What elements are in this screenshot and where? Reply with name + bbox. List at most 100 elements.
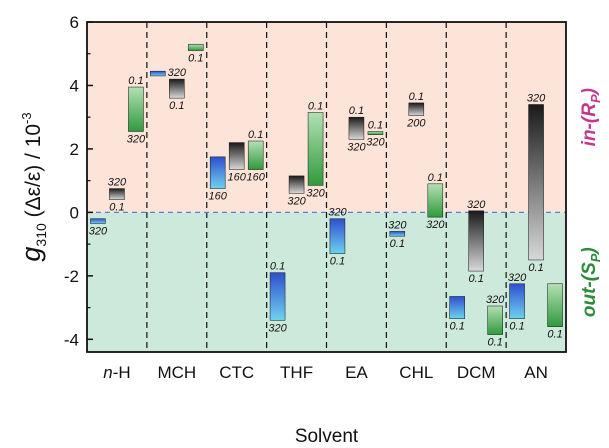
- bar-bottom-label: 0.1: [450, 321, 465, 333]
- negative-label-rest: -(S: [579, 262, 600, 288]
- bar-top-label: 0.1: [308, 100, 323, 112]
- category-dividers: [146, 22, 507, 352]
- y-tick-label: 2: [70, 140, 79, 159]
- bar-top-label: 0.1: [409, 91, 424, 103]
- bar-bottom-label: 160: [209, 191, 228, 203]
- y-axis-label-main: g: [16, 247, 46, 262]
- range-bar: [329, 218, 346, 254]
- y-axis-label: g310 (Δε/ε) / 10-3: [16, 112, 49, 261]
- range-bar: [288, 175, 305, 194]
- range-bar: [169, 78, 185, 99]
- range-bar: [367, 131, 384, 135]
- y-axis-label-rest: (Δε/ε) / 10: [22, 124, 45, 223]
- positive-label-end: ): [579, 88, 600, 96]
- bar-bottom-label: 0.1: [390, 238, 405, 250]
- negative-label-italic: out: [579, 287, 600, 317]
- bar-top-label: 320: [328, 207, 347, 219]
- x-category-label: MCH: [157, 363, 196, 382]
- y-tick-label: 0: [70, 203, 79, 222]
- x-category-label: THF: [280, 363, 313, 382]
- range-bar: [468, 210, 484, 272]
- x-category-label: n-H: [103, 363, 130, 382]
- x-category-label: AN: [524, 363, 548, 382]
- range-bar: [90, 218, 106, 224]
- bar-bottom-label: 320: [366, 137, 385, 149]
- bar-bottom-label: 320: [306, 187, 325, 199]
- bar-bottom-label: 160: [247, 172, 266, 184]
- bar-bottom-label: 0.1: [169, 100, 184, 112]
- x-axis: n-H MCH CTC THF EA CHL DCM AN: [103, 363, 548, 382]
- range-bar: [449, 296, 465, 319]
- x-category-label: CTC: [219, 363, 254, 382]
- bar-top-label: 320: [527, 93, 546, 105]
- bar-bottom-label: 320: [426, 219, 445, 231]
- range-bar: [528, 104, 544, 261]
- bar-top-label: 320: [108, 177, 127, 189]
- negative-label-sub: P: [588, 253, 603, 262]
- bar-top-label: 320: [168, 67, 187, 79]
- positive-label-rest: -(R: [579, 103, 600, 130]
- bars-group: [90, 43, 563, 335]
- range-bar: [228, 142, 245, 170]
- range-bar: [487, 305, 503, 335]
- positive-label-sub: P: [588, 94, 603, 103]
- bar-top-label: 0.1: [368, 119, 383, 131]
- bar-bottom-label: 160: [228, 172, 247, 184]
- bar-top-label: 0.1: [128, 75, 143, 87]
- y-tick-label: -4: [64, 330, 79, 349]
- range-bar: [427, 183, 444, 218]
- x-category-label: DCM: [457, 363, 496, 382]
- bar-bottom-label: 200: [406, 118, 426, 130]
- bar-top-label: 320: [467, 199, 486, 211]
- bar-top-label: 0.1: [349, 105, 364, 117]
- bar-bottom-label: 0.1: [109, 202, 124, 214]
- range-bar: [247, 140, 264, 170]
- range-bar: [188, 43, 204, 51]
- plot-frame: [86, 21, 567, 353]
- range-bar: [389, 231, 406, 237]
- range-bar: [209, 156, 226, 189]
- y-tick-label: 4: [70, 76, 79, 95]
- y-tick-label: -2: [64, 267, 79, 286]
- bar-bottom-label: 320: [347, 141, 366, 153]
- range-bar: [150, 70, 166, 77]
- bar-bottom-label: 0.1: [509, 321, 524, 333]
- bar-top-label: 320: [508, 272, 527, 284]
- y-tick-label: 6: [70, 13, 79, 32]
- range-bar: [109, 188, 125, 200]
- positive-label-italic: in: [579, 129, 600, 146]
- range-bar: [348, 116, 365, 140]
- bar-bottom-label: 0.1: [488, 337, 503, 349]
- bar-top-label: 0.1: [248, 129, 263, 141]
- range-bar: [408, 102, 425, 116]
- y-axis: -4 -2 0 2 4 6: [64, 13, 93, 349]
- range-bar: [547, 283, 563, 327]
- bar-bottom-label: 0.1: [188, 53, 203, 65]
- x-category-label: EA: [345, 363, 368, 382]
- negative-region-label: out-(SP): [579, 247, 603, 317]
- bar-bottom-label: 320: [287, 195, 306, 207]
- x-axis-label: Solvent: [295, 426, 359, 447]
- bar-bottom-label: 0.1: [469, 273, 484, 285]
- bar-top-label: 320: [388, 219, 407, 231]
- y-axis-label-sup: -3: [19, 112, 34, 124]
- bar-bottom-label: 320: [268, 322, 287, 334]
- y-axis-label-sub: 310: [33, 223, 49, 247]
- bar-bottom-label: 320: [127, 133, 146, 145]
- bar-bottom-label: 0.1: [330, 256, 345, 268]
- bar-top-label: 0.1: [270, 261, 285, 273]
- positive-region-label: in-(RP): [579, 88, 603, 146]
- bar-top-label: 0.1: [428, 172, 443, 184]
- range-bar: [269, 272, 286, 321]
- bar-bottom-label: 0.1: [547, 329, 562, 341]
- bar-bottom-label: 320: [89, 225, 108, 237]
- range-bar: [307, 112, 324, 186]
- bar-bottom-label: 0.1: [528, 262, 543, 274]
- range-bar: [509, 283, 525, 319]
- x-category-label: CHL: [399, 363, 433, 382]
- range-bar: [128, 86, 144, 132]
- negative-label-end: ): [579, 247, 600, 255]
- bar-annotations: 3203200.10.13203200.10.11601600.11600.13…: [89, 53, 563, 349]
- bar-top-label: 320: [486, 294, 505, 306]
